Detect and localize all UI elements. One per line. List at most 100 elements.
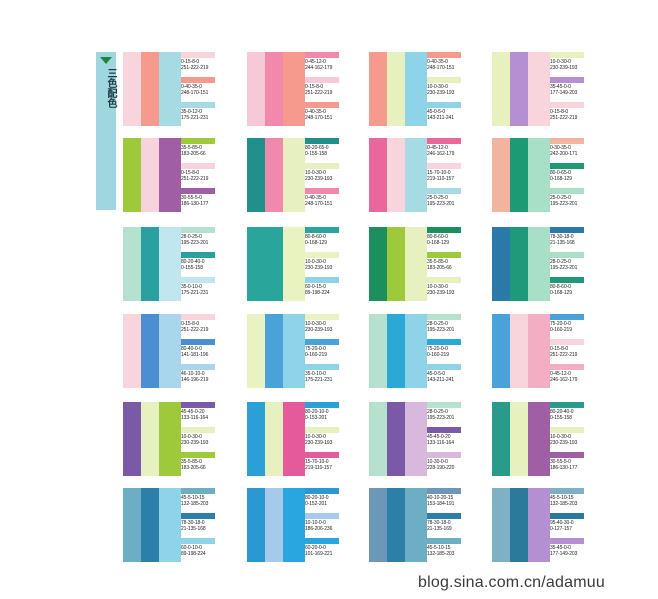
cmyk-value: 0-30-35-0 — [550, 145, 571, 151]
cmyk-value: 80-8-60-0 — [427, 234, 448, 240]
rgb-value: 195-223-201 — [427, 327, 455, 333]
rgb-value: 183-205-66 — [181, 151, 206, 157]
color-code-entry: 25-0-25-0 195-223-201 — [427, 188, 461, 207]
color-stripe — [528, 314, 550, 388]
color-code-entry: 0-15-8-0 251-222-219 — [181, 163, 215, 182]
color-code-entry: 46-10-10-0 146-196-219 — [181, 364, 215, 383]
rgb-value: 0-160-219 — [305, 352, 327, 358]
rgb-value: 230-239-193 — [427, 90, 455, 96]
color-stripes — [247, 402, 305, 476]
color-code-entry: 35-45-0-0 177-149-203 — [550, 77, 584, 96]
rgb-value: 251-222-219 — [305, 90, 333, 96]
color-code-entry: 0-15-8-0 251-222-219 — [181, 52, 215, 71]
color-codes: 0-40-35-0 248-170-151 10-0-30-0 230-239-193… — [427, 52, 461, 126]
color-stripe — [492, 138, 510, 212]
palette-card: 28-0-25-0 195-223-201 45-45-0-20 133-116-16… — [369, 402, 461, 476]
color-swatch — [181, 252, 215, 258]
color-codes: 0-15-8-0 251-222-219 80-40-0-0 141-181-196 4… — [181, 314, 215, 388]
palette-card: 0-15-8-0 251-222-219 80-40-0-0 141-181-196 4… — [123, 314, 215, 388]
cmyk-value: 45-5-10-15 — [550, 495, 574, 501]
color-swatch — [427, 339, 461, 345]
color-code-entry: 10-0-30-0 230-239-193 — [550, 427, 584, 446]
color-swatch — [305, 188, 339, 194]
rgb-value: 246-162-179 — [427, 151, 455, 157]
color-swatch — [427, 364, 461, 370]
cmyk-value: 0-15-8-0 — [550, 109, 569, 115]
color-swatch — [181, 339, 215, 345]
palette-card: 35-5-85-0 183-205-66 0-15-8-0 251-222-219 30… — [123, 138, 215, 212]
cmyk-value: 0-15-8-0 — [181, 59, 200, 65]
rgb-value: 219-110-157 — [427, 176, 454, 182]
cmyk-value: 0-15-8-0 — [550, 346, 569, 352]
color-stripe — [405, 314, 427, 388]
rgb-value: 0-168-129 — [305, 240, 327, 246]
color-stripe — [247, 52, 265, 126]
rgb-value: 0-152-201 — [305, 501, 327, 507]
rgb-value: 186-130-177 — [181, 201, 209, 207]
color-stripe — [405, 52, 427, 126]
color-code-entry: 35-45-0-0 177-149-203 — [550, 538, 584, 557]
color-stripe — [141, 402, 159, 476]
rgb-value: 0-168-129 — [550, 290, 572, 296]
color-code-entry: 15-70-10-0 219-110-157 — [305, 452, 339, 471]
color-code-entry: 60-0-15-0 89-198-224 — [305, 277, 339, 296]
cmyk-value: 0-40-35-0 — [305, 195, 326, 201]
color-stripes — [123, 314, 181, 388]
color-code-entry: 45-5-10-15 132-185-203 — [427, 538, 461, 557]
color-stripe — [123, 227, 141, 301]
cmyk-value: 0-45-12-0 — [427, 145, 448, 151]
rgb-value: 0-168-129 — [550, 176, 572, 182]
cmyk-value: 10-0-30-0 — [305, 170, 326, 176]
color-swatch — [181, 364, 215, 370]
color-stripes — [247, 227, 305, 301]
rgb-value: 141-181-196 — [181, 352, 209, 358]
color-stripe — [387, 488, 405, 562]
cmyk-value: 80-20-10-0 — [305, 409, 329, 415]
cmyk-value: 0-45-12-0 — [305, 59, 326, 65]
color-stripe — [405, 402, 427, 476]
color-code-entry: 10-0-30-0 230-239-193 — [305, 163, 339, 182]
color-swatch — [181, 102, 215, 108]
color-stripe — [265, 314, 283, 388]
color-codes: 28-0-25-0 195-223-201 80-20-40-0 0-155-158 3… — [181, 227, 215, 301]
category-label: 三色配色 — [105, 68, 116, 108]
rgb-value: 183-205-66 — [181, 465, 206, 471]
color-swatch — [427, 277, 461, 283]
color-code-entry: 45-0-5-0 143-211-241 — [427, 102, 461, 121]
color-stripe — [247, 402, 265, 476]
color-code-entry: 45-0-5-0 143-211-241 — [427, 364, 461, 383]
rgb-value: 251-222-219 — [181, 65, 209, 71]
palette-card: 45-45-0-20 133-116-164 10-0-30-0 230-239-19… — [123, 402, 215, 476]
color-codes: 28-0-25-0 195-223-201 45-45-0-20 133-116-16… — [427, 402, 461, 476]
color-stripe — [492, 227, 510, 301]
cmyk-value: 45-45-0-20 — [427, 434, 451, 440]
cmyk-value: 0-15-8-0 — [305, 84, 324, 90]
color-stripe — [528, 227, 550, 301]
rgb-value: 146-196-219 — [181, 377, 209, 383]
rgb-value: 244-162-179 — [305, 65, 333, 71]
triangle-down-icon — [100, 57, 112, 64]
color-stripe — [387, 52, 405, 126]
color-code-entry: 80-20-10-0 0-153-201 — [305, 402, 339, 421]
palette-card: 80-20-65-0 0-155-158 10-0-30-0 230-239-193 0… — [247, 138, 339, 212]
rgb-value: 132-185-203 — [550, 501, 578, 507]
color-codes: 80-8-60-0 0-168-129 10-0-30-0 230-239-193 60… — [305, 227, 339, 301]
color-code-entry: 28-0-25-0 195-223-201 — [550, 252, 584, 271]
color-stripe — [528, 488, 550, 562]
color-stripe — [492, 402, 510, 476]
color-stripe — [159, 314, 181, 388]
palette-card: 80-20-10-0 0-152-201 10-10-0-0 186-206-236 6… — [247, 488, 339, 562]
color-code-entry: 10-0-30-0 230-239-193 — [181, 427, 215, 446]
color-swatch — [427, 452, 461, 458]
color-swatch — [305, 452, 339, 458]
color-swatch — [550, 252, 584, 258]
cmyk-value: 10-10-0-0 — [305, 520, 326, 526]
color-swatch — [181, 538, 215, 544]
rgb-value: 248-170-151 — [305, 115, 333, 121]
rgb-value: 251-222-219 — [550, 352, 578, 358]
color-stripe — [159, 488, 181, 562]
cmyk-value: 80-8-60-0 — [550, 284, 571, 290]
rgb-value: 248-170-151 — [181, 90, 209, 96]
cmyk-value: 28-0-25-0 — [427, 409, 448, 415]
rgb-value: 133-116-164 — [181, 415, 208, 421]
